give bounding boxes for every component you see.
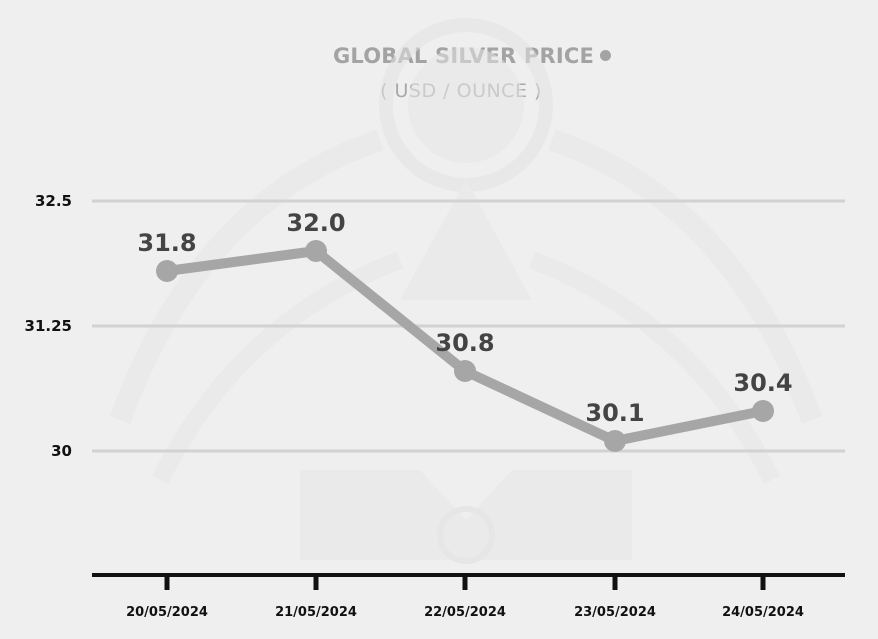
x-tick-label: 24/05/2024	[722, 605, 804, 620]
emblem-watermark-icon	[109, 18, 823, 564]
data-labels: 31.8 32.0 30.8 30.1 30.4	[137, 209, 792, 427]
data-point	[156, 260, 178, 282]
x-tick-label: 23/05/2024	[574, 605, 656, 620]
y-tick-label: 32.5	[35, 192, 72, 210]
x-tick-label: 20/05/2024	[126, 605, 208, 620]
data-label: 30.1	[585, 399, 644, 427]
data-point	[604, 430, 626, 452]
data-label: 32.0	[286, 209, 345, 237]
y-tick-label: 30	[51, 442, 72, 460]
data-label: 30.4	[733, 369, 792, 397]
gridlines	[92, 199, 845, 453]
data-point	[454, 360, 476, 382]
data-label: 30.8	[435, 329, 494, 357]
data-label: 31.8	[137, 229, 196, 257]
data-point	[305, 240, 327, 262]
y-axis-ticks: 30 31.25 32.5	[25, 192, 72, 460]
x-tick-label: 22/05/2024	[424, 605, 506, 620]
x-axis: 20/05/2024 21/05/2024 22/05/2024 23/05/2024…	[92, 573, 845, 620]
x-tick-label: 21/05/2024	[275, 605, 357, 620]
data-points	[156, 240, 774, 452]
title-dot-icon	[600, 49, 612, 61]
y-tick-label: 31.25	[25, 317, 72, 335]
data-point	[752, 400, 774, 422]
